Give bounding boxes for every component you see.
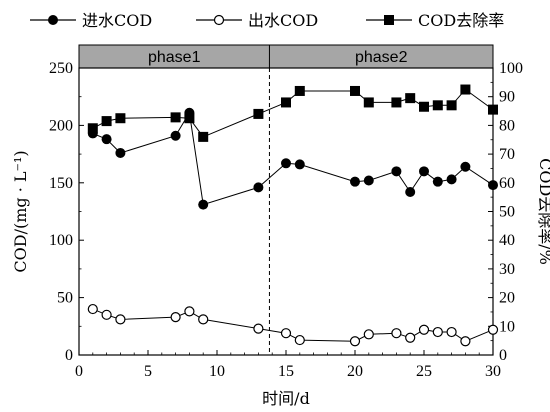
series-line: [92, 308, 494, 342]
x-tick-label: 10: [209, 363, 225, 380]
data-point: [294, 159, 305, 170]
data-point: [391, 328, 402, 339]
legend-item-3: COD去除率: [366, 11, 504, 30]
data-point: [391, 166, 402, 177]
y-left-tick-label: 150: [49, 175, 73, 192]
x-tick-label: 25: [416, 363, 432, 380]
data-point: [405, 93, 416, 104]
series-1: [87, 107, 498, 210]
data-point: [184, 113, 195, 124]
data-point: [170, 112, 181, 123]
data-point: [487, 324, 499, 335]
data-point: [363, 329, 374, 340]
data-point: [391, 97, 402, 108]
y-left-tick-label: 0: [65, 347, 73, 364]
plot-frame: [78, 67, 494, 356]
data-point: [101, 134, 112, 145]
data-point: [405, 332, 416, 343]
y-right-tick-label: 20: [499, 290, 515, 307]
data-point: [101, 309, 112, 320]
data-point: [363, 175, 374, 186]
x-tick-label: 0: [75, 363, 83, 380]
data-point: [281, 97, 291, 108]
data-point: [115, 314, 126, 325]
data-point: [184, 306, 195, 317]
data-point: [198, 199, 209, 210]
y-right-axis-title: COD去除率/%: [536, 158, 550, 265]
data-point: [101, 116, 112, 127]
data-point: [349, 336, 361, 347]
data-point: [170, 130, 181, 141]
legend-item-2: 出水COD: [196, 11, 318, 30]
data-point: [446, 326, 457, 338]
series-line: [92, 88, 494, 138]
data-point: [253, 182, 264, 193]
data-point: [432, 326, 443, 338]
data-point: [253, 108, 264, 119]
data-point: [488, 180, 498, 191]
y-right-tick-label: 50: [499, 204, 515, 221]
data-point: [432, 176, 443, 187]
data-point: [432, 100, 443, 111]
data-point: [294, 334, 305, 346]
y-right-tick-label: 40: [499, 232, 515, 249]
data-point: [488, 104, 498, 115]
legend-marker: [48, 15, 58, 25]
y-left-tick-label: 250: [49, 60, 73, 77]
data-point: [280, 328, 292, 339]
data-point: [253, 323, 264, 334]
series-line: [92, 111, 494, 206]
x-tick-label: 20: [347, 363, 363, 380]
data-point: [115, 113, 126, 124]
phase-label-1: phase1: [148, 49, 201, 66]
data-point: [115, 147, 126, 158]
y-left-tick-label: 100: [49, 232, 73, 249]
data-point: [87, 123, 98, 134]
legend-item-1: 进水COD: [30, 11, 152, 30]
x-tick-label: 30: [485, 363, 501, 380]
data-point: [460, 84, 471, 95]
y-right-tick-label: 100: [499, 60, 523, 77]
legend-label: 进水COD: [82, 11, 152, 30]
x-tick-label: 5: [144, 363, 152, 380]
data-point: [418, 324, 430, 335]
data-point: [350, 176, 360, 187]
data-point: [294, 85, 305, 96]
data-point: [419, 166, 429, 177]
y-right-tick-label: 0: [499, 347, 507, 364]
legend-marker: [384, 15, 394, 25]
phase-label-2: phase2: [355, 49, 408, 66]
y-left-tick-label: 50: [57, 290, 73, 307]
data-point: [170, 312, 181, 323]
legend-label: 出水COD: [248, 11, 318, 30]
y-right-tick-label: 90: [499, 89, 515, 106]
data-point: [198, 131, 209, 142]
data-point: [281, 158, 291, 169]
y-left-tick-label: 200: [49, 117, 73, 134]
data-point: [419, 101, 429, 112]
legend-marker: [213, 14, 225, 26]
data-point: [405, 186, 416, 197]
data-point: [446, 174, 457, 185]
data-point: [446, 100, 457, 111]
y-right-tick-label: 80: [499, 117, 515, 134]
data-point: [87, 303, 98, 315]
series-2: [87, 303, 499, 347]
y-left-axis-title: COD/(mg · L⁻¹): [11, 150, 30, 272]
series-3: [87, 84, 498, 142]
data-point: [198, 314, 209, 325]
y-right-tick-label: 60: [499, 175, 515, 192]
phase-band: [78, 44, 494, 69]
data-point: [460, 161, 471, 172]
data-point: [363, 97, 374, 108]
data-point: [350, 85, 360, 96]
legend-label: COD去除率: [418, 11, 504, 30]
y-right-tick-label: 30: [499, 261, 515, 278]
data-point: [460, 336, 471, 347]
x-tick-label: 15: [278, 363, 294, 380]
y-right-tick-label: 70: [499, 146, 515, 163]
y-right-tick-label: 10: [499, 318, 515, 335]
x-axis-title: 时间/d: [262, 389, 310, 408]
